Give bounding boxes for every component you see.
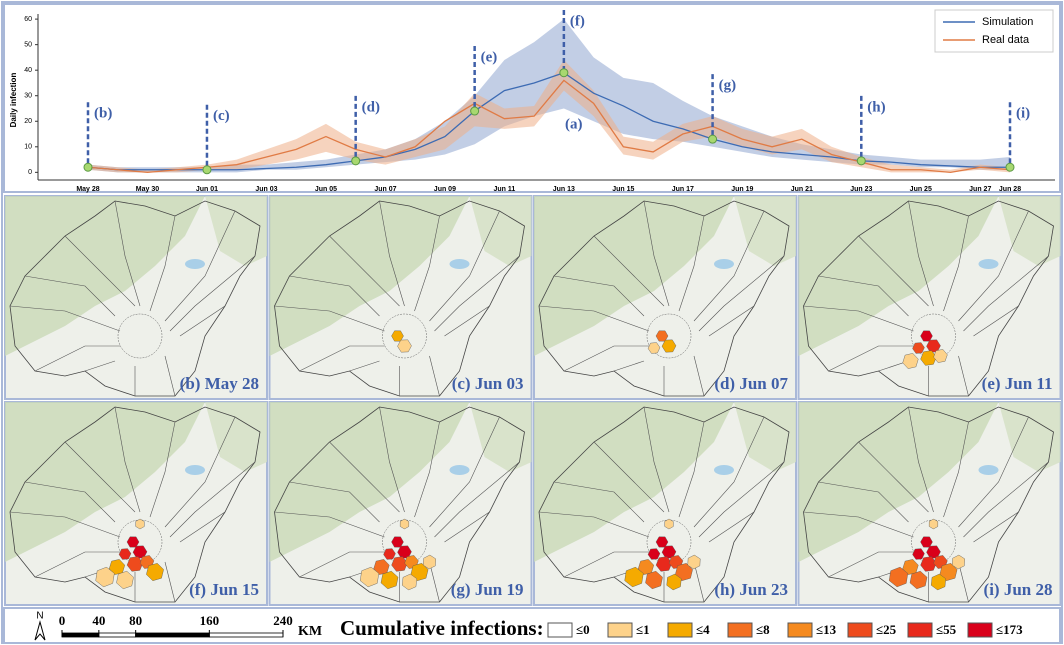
- x-tick-label: Jun 23: [850, 186, 872, 193]
- map-panel: (g) Jun 19: [270, 402, 532, 605]
- legend-swatch: [608, 623, 632, 637]
- marker-label: (d): [362, 99, 380, 115]
- map-panel: (f) Jun 15: [5, 402, 267, 605]
- marker-dot: [1006, 163, 1014, 171]
- marker-dot: [709, 135, 717, 143]
- lake: [450, 259, 470, 269]
- y-tick-label: 50: [24, 41, 32, 48]
- scale-segment: [62, 633, 99, 637]
- legend-swatch: [728, 623, 752, 637]
- legend-label: ≤4: [696, 622, 710, 637]
- figure: Daily infection (a) (b) May 28 (c) Jun 03…: [0, 0, 1064, 645]
- scale-segment: [209, 633, 283, 637]
- legend-swatch: [548, 623, 572, 637]
- panel-label: (h) Jun 23: [714, 580, 788, 599]
- marker-label: (h): [867, 99, 885, 115]
- panel-label: (b) May 28: [180, 374, 259, 393]
- legend-title: Cumulative infections:: [340, 616, 544, 640]
- marker-dot: [857, 157, 865, 165]
- scale-label: 160: [200, 613, 220, 628]
- marker-dot: [84, 163, 92, 171]
- map-panel: (i) Jun 28: [799, 402, 1061, 605]
- legend-label: ≤13: [816, 622, 837, 637]
- x-tick-label: Jun 17: [672, 186, 694, 193]
- north-label: N: [36, 611, 43, 622]
- scale-label: 80: [129, 613, 142, 628]
- marker-label: (b): [94, 106, 112, 122]
- lake: [450, 465, 470, 475]
- scale-label: 40: [92, 613, 105, 628]
- panel-label: (e) Jun 11: [982, 374, 1053, 393]
- scale-segment: [136, 633, 210, 637]
- map-panel: (b) May 28: [5, 196, 267, 399]
- x-tick-label: Jun 03: [255, 186, 277, 193]
- marker-dot: [471, 107, 479, 115]
- x-tick-label: Jun 01: [196, 186, 218, 193]
- x-tick-label: May 30: [136, 186, 159, 193]
- lake: [979, 259, 999, 269]
- legend-swatch: [848, 623, 872, 637]
- lake: [979, 465, 999, 475]
- map-panel: (c) Jun 03: [270, 196, 532, 399]
- x-tick-label: Jun 21: [791, 186, 813, 193]
- marker-label: (e): [481, 49, 498, 65]
- legend-label: ≤25: [876, 622, 897, 637]
- legend-label: ≤8: [756, 622, 770, 637]
- x-tick-label: Jun 05: [315, 186, 337, 193]
- legend-label: ≤173: [996, 622, 1023, 637]
- lake: [185, 259, 205, 269]
- y-tick-label: 0: [28, 169, 32, 176]
- x-tick-label: Jun 09: [434, 186, 456, 193]
- panel-label: (d) Jun 07: [714, 374, 788, 393]
- page: Daily infection (a) (b) May 28 (c) Jun 03…: [0, 0, 1064, 645]
- panel-label: (c) Jun 03: [452, 374, 524, 393]
- x-tick-label: Jun 19: [731, 186, 753, 193]
- marker-label: (f): [570, 13, 585, 29]
- panel-label: (i) Jun 28: [984, 580, 1053, 599]
- y-tick-label: 60: [24, 16, 32, 23]
- lake: [714, 465, 734, 475]
- scale-label: 240: [273, 613, 293, 628]
- marker-label: (i): [1016, 106, 1030, 122]
- y-tick-label: 40: [24, 67, 32, 74]
- lake: [714, 259, 734, 269]
- x-tick-label: Jun 13: [553, 186, 575, 193]
- legend-label: Simulation: [982, 16, 1033, 28]
- x-tick-label: Jun 11: [493, 186, 515, 193]
- map-panel: (d) Jun 07: [534, 196, 796, 399]
- y-tick-label: 20: [24, 118, 32, 125]
- x-tick-label: Jun 07: [374, 186, 396, 193]
- legend-label: ≤0: [576, 622, 590, 637]
- x-tick-label: Jun 25: [910, 186, 932, 193]
- marker-dot: [203, 166, 211, 174]
- marker-dot: [560, 69, 568, 77]
- annotation: (a): [565, 116, 583, 132]
- x-tick-label: Jun 28: [999, 186, 1021, 193]
- lake: [185, 465, 205, 475]
- y-axis-label: Daily infection: [9, 73, 18, 128]
- legend-swatch: [968, 623, 992, 637]
- scale-segment: [99, 633, 136, 637]
- panel-label: (g) Jun 19: [451, 580, 524, 599]
- legend-swatch: [668, 623, 692, 637]
- legend-label: ≤55: [936, 622, 957, 637]
- legend-swatch: [788, 623, 812, 637]
- x-tick-label: Jun 15: [612, 186, 634, 193]
- y-tick-label: 10: [24, 144, 32, 151]
- legend-label: ≤1: [636, 622, 650, 637]
- y-tick-label: 30: [24, 93, 32, 100]
- panel-label: (f) Jun 15: [189, 580, 259, 599]
- marker-dot: [352, 157, 360, 165]
- map-panel: (h) Jun 23: [534, 402, 796, 605]
- marker-label: (c): [213, 108, 230, 124]
- legend-row: N KM Cumulative infections: 0 40 80 160 240 ≤…: [4, 608, 1060, 643]
- scale-unit: KM: [298, 624, 322, 639]
- scale-label: 0: [59, 613, 66, 628]
- x-tick-label: May 28: [76, 186, 99, 193]
- legend-label: Real data: [982, 34, 1030, 46]
- legend-swatch: [908, 623, 932, 637]
- x-tick-label: Jun 27: [969, 186, 991, 193]
- map-panel: (e) Jun 11: [799, 196, 1061, 399]
- marker-label: (g): [719, 78, 737, 94]
